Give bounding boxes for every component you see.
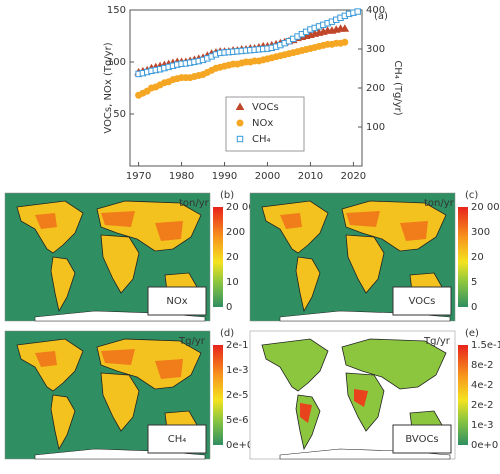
x-tick-label: 2020: [341, 171, 366, 182]
continent: [261, 338, 329, 392]
y2-tick-label: 100: [366, 122, 385, 133]
colorbar: [458, 345, 468, 445]
continent: [100, 372, 140, 432]
antarctica: [34, 448, 206, 460]
y-axis-title: VOCs, NOx (Tg/yr): [103, 42, 114, 133]
colorbar: [213, 345, 223, 445]
colorbar: [458, 207, 468, 307]
x-tick-label: 2000: [255, 171, 280, 182]
species-label: VOCs: [409, 296, 436, 307]
map-panel: NOx: [4, 192, 211, 322]
legend-label: VOCs: [252, 102, 279, 113]
y-tick-label: 100: [107, 57, 126, 68]
species-label: NOx: [166, 296, 187, 307]
x-tick-label: 1970: [126, 171, 151, 182]
panel-label: (a): [374, 11, 388, 22]
y2-tick-label: 200: [366, 83, 385, 94]
colorbar-label: 20: [471, 252, 484, 263]
colorbar-label: 2e-2: [471, 400, 494, 411]
map-panel: CH₄: [4, 330, 211, 460]
panel-label: (e): [465, 328, 479, 339]
colorbar-label: 0e+0: [226, 440, 253, 451]
colorbar-label: 4e-2: [471, 380, 494, 391]
colorbar-label: 1.5e-1: [471, 340, 500, 351]
colorbar-label: 20: [226, 252, 239, 263]
point: [341, 38, 349, 46]
antarctica: [279, 310, 451, 322]
legend-marker: [236, 135, 244, 143]
point: [354, 8, 361, 15]
y-tick-label: 150: [107, 5, 126, 16]
colorbar-label: 0e+0: [471, 440, 498, 451]
legend-marker: [235, 102, 245, 110]
x-tick-label: 1990: [212, 171, 237, 182]
colorbar-label: 8e-2: [471, 360, 494, 371]
legend-marker: [236, 119, 244, 127]
colorbar-unit: ton/yr: [179, 198, 210, 209]
colorbar-label: 1e-3: [226, 365, 249, 376]
colorbar-unit: Tg/yr: [178, 336, 206, 347]
colorbar-label: 10: [226, 277, 239, 288]
x-tick-label: 1980: [169, 171, 194, 182]
continent: [295, 256, 321, 313]
species-label: BVOCs: [405, 434, 438, 445]
colorbar-label: 5: [471, 277, 477, 288]
continent: [100, 234, 140, 294]
continent: [345, 234, 385, 294]
hotspot: [300, 389, 368, 423]
colorbar: [213, 207, 223, 307]
map-panel: VOCs: [249, 192, 456, 322]
colorbar-label: 1e-3: [471, 420, 494, 431]
colorbar-label: 20 000: [471, 202, 500, 213]
colorbar-label: 5e-6: [226, 415, 249, 426]
hotspot: [35, 349, 183, 379]
hotspot: [35, 211, 183, 241]
legend-label: CH₄: [252, 134, 271, 145]
species-box: [392, 286, 452, 316]
legend-label: NOx: [252, 118, 273, 129]
colorbar-unit: ton/yr: [424, 198, 455, 209]
point: [340, 24, 350, 32]
colorbar-label: 2e-5: [226, 390, 249, 401]
colorbar-label: 200: [226, 227, 245, 238]
species-box: [392, 424, 452, 454]
continent: [341, 338, 447, 390]
y-tick-label: 50: [113, 109, 126, 120]
panel-label: (d): [220, 328, 234, 339]
map-panel: BVOCs: [249, 330, 456, 460]
species-label: CH₄: [168, 434, 187, 445]
panel-label: (c): [465, 190, 478, 201]
panel-label: (b): [220, 190, 234, 201]
y2-tick-label: 300: [366, 44, 385, 55]
y2-axis-title: CH₄ (Tg/yr): [392, 60, 403, 115]
colorbar-unit: Tg/yr: [423, 336, 451, 347]
colorbar-label: 2e-1: [226, 340, 249, 351]
species-box: [147, 424, 207, 454]
species-box: [147, 286, 207, 316]
colorbar-label: 20 000: [226, 202, 261, 213]
colorbar-label: 0: [226, 302, 232, 313]
colorbar-label: 0: [471, 302, 477, 313]
antarctica: [279, 448, 451, 460]
continent: [50, 394, 76, 451]
continent: [50, 256, 76, 313]
x-tick-label: 2010: [298, 171, 323, 182]
y2-tick-label: 400: [366, 5, 385, 16]
hotspot: [280, 211, 428, 241]
antarctica: [34, 310, 206, 322]
colorbar-label: 300: [471, 227, 490, 238]
